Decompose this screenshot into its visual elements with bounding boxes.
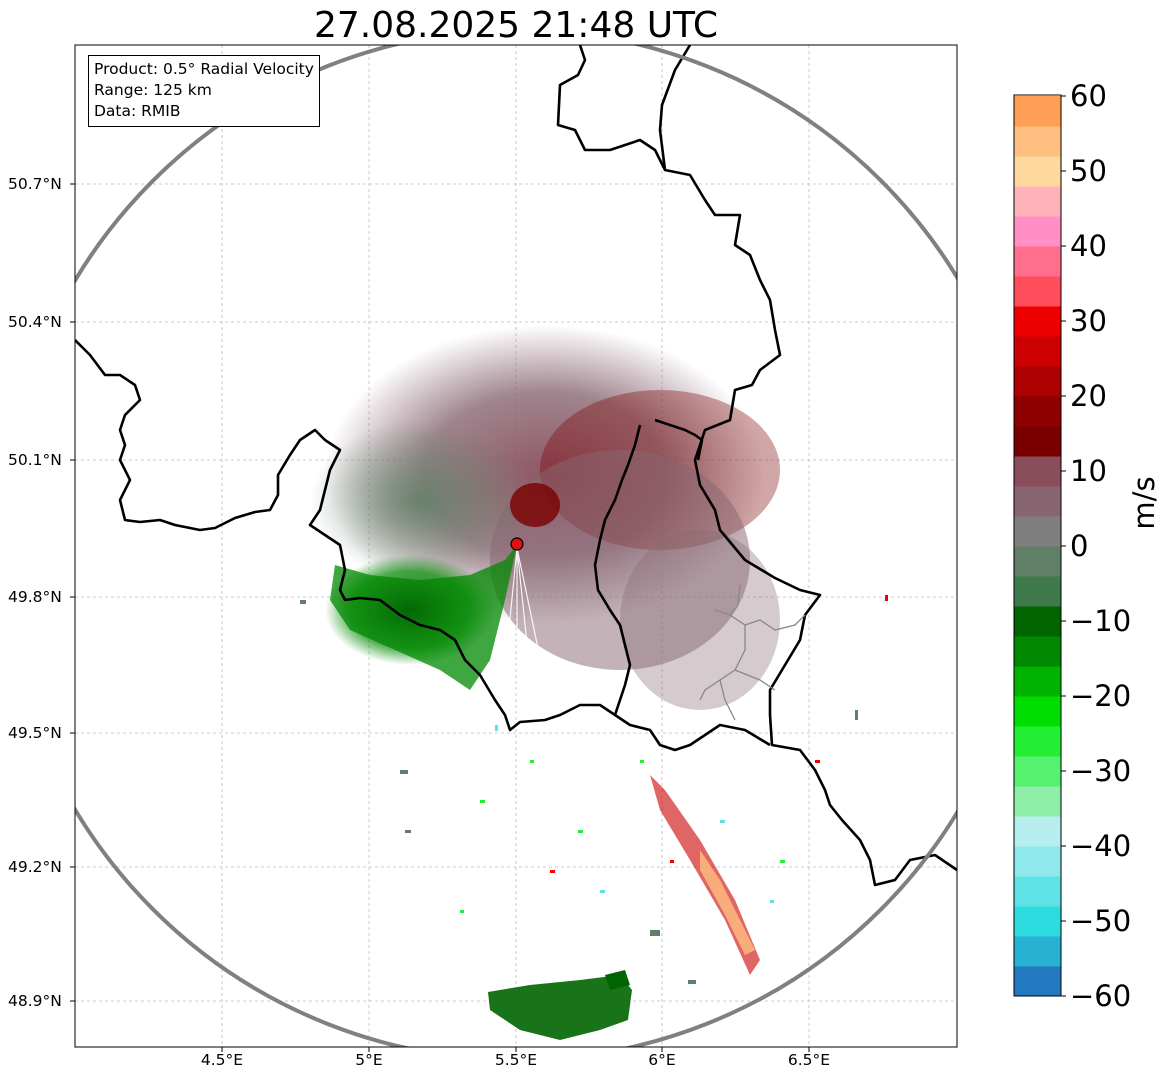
lat-tick-label: 50.4°N <box>8 313 62 331</box>
lat-tick-label: 50.1°N <box>8 451 62 469</box>
product-label: Product: 0.5° Radial Velocity <box>94 60 314 78</box>
lat-tick-label: 49.2°N <box>8 858 62 876</box>
map-title: 27.08.2025 21:48 UTC <box>313 5 719 46</box>
colorbar-segment <box>1014 696 1061 727</box>
colorbar-ticks <box>1061 95 1066 997</box>
colorbar-tick-label: 0 <box>1070 529 1089 563</box>
colorbar-tick-label: −50 <box>1070 904 1132 938</box>
colorbar-segment <box>1014 396 1061 427</box>
colorbar-tick-label: 10 <box>1070 454 1107 488</box>
radar-echoes <box>300 325 888 1040</box>
lon-tick-label: 6.5°E <box>787 1051 831 1069</box>
colorbar-tick-label: −40 <box>1070 829 1132 863</box>
colorbar-segment <box>1014 636 1061 667</box>
colorbar-segment <box>1014 966 1061 997</box>
colorbar-segment <box>1014 876 1061 907</box>
lon-tick-label: 4.5°E <box>200 1051 244 1069</box>
colorbar-segment <box>1014 306 1061 337</box>
country-borders <box>75 45 957 887</box>
colorbar-segment <box>1014 666 1061 697</box>
region-borders <box>699 584 806 721</box>
colorbar-segment <box>1014 936 1061 967</box>
radar-site-marker <box>510 537 524 551</box>
colorbar-segment <box>1014 276 1061 307</box>
data-source-label: Data: RMIB <box>94 102 181 120</box>
lon-tick-label: 5.5°E <box>494 1051 538 1069</box>
colorbar-tick-label: −10 <box>1070 604 1132 638</box>
colorbar-segment <box>1014 126 1061 157</box>
lat-tick-label: 49.8°N <box>8 588 62 606</box>
colorbar-segment <box>1014 576 1061 607</box>
colorbar-segment <box>1014 156 1061 187</box>
colorbar-segment <box>1014 516 1061 547</box>
colorbar-segment <box>1014 756 1061 787</box>
colorbar-segment <box>1014 456 1061 487</box>
lat-tick-label: 50.7°N <box>8 175 62 193</box>
colorbar-segment <box>1014 426 1061 457</box>
colorbar-segment <box>1014 366 1061 397</box>
velocity-colorbar <box>1014 96 1061 997</box>
colorbar-segment <box>1014 486 1061 517</box>
colorbar-segment <box>1014 786 1061 817</box>
colorbar-segment <box>1014 216 1061 247</box>
lon-tick-label: 6°E <box>648 1051 676 1069</box>
colorbar-tick-label: 50 <box>1070 154 1107 188</box>
colorbar-segment <box>1014 246 1061 277</box>
colorbar-tick-label: 30 <box>1070 304 1107 338</box>
colorbar-tick-label: 40 <box>1070 229 1107 263</box>
colorbar-tick-label: −20 <box>1070 679 1132 713</box>
range-label: Range: 125 km <box>94 81 212 99</box>
colorbar-tick-label: 20 <box>1070 379 1107 413</box>
colorbar-unit-label: m/s <box>1127 476 1161 530</box>
colorbar-tick-label: 60 <box>1070 79 1107 113</box>
colorbar-segment <box>1014 336 1061 367</box>
colorbar-segment <box>1014 726 1061 757</box>
colorbar-tick-label: −30 <box>1070 754 1132 788</box>
axis-ticks <box>70 183 810 1052</box>
lat-tick-label: 49.5°N <box>8 724 62 742</box>
colorbar-segment <box>1014 906 1061 937</box>
colorbar-segment <box>1014 606 1061 637</box>
colorbar-segment <box>1014 96 1061 127</box>
colorbar-segment <box>1014 846 1061 877</box>
colorbar-segment <box>1014 816 1061 847</box>
lat-tick-label: 48.9°N <box>8 992 62 1010</box>
lon-tick-label: 5°E <box>355 1051 383 1069</box>
product-info-box: Product: 0.5° Radial Velocity Range: 125… <box>88 55 320 127</box>
colorbar-tick-label: −60 <box>1070 979 1132 1013</box>
colorbar-segment <box>1014 546 1061 577</box>
colorbar-segment <box>1014 186 1061 217</box>
